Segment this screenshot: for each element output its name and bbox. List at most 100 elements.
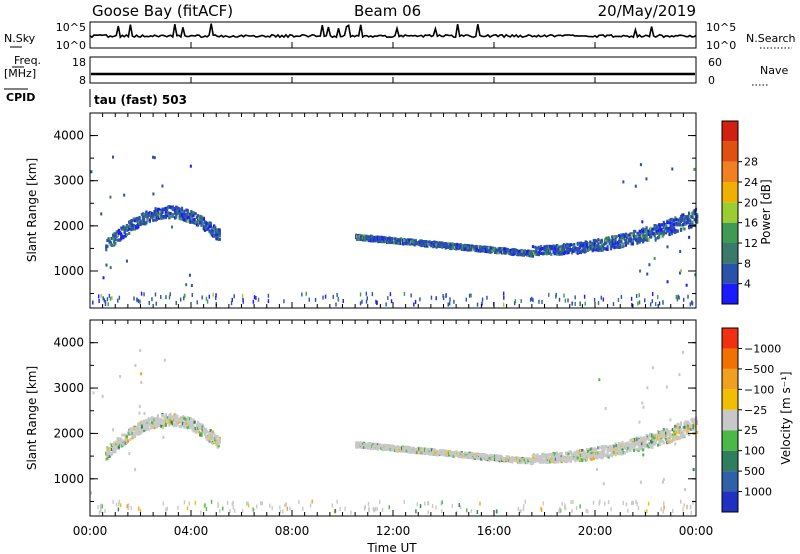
echo-cell (229, 509, 231, 514)
echo-cell (171, 225, 174, 229)
echo-cell (192, 429, 195, 433)
echo-cell (628, 448, 631, 452)
echo-cell (630, 296, 633, 301)
echo-cell (108, 454, 111, 458)
echo-cell (164, 212, 168, 216)
echo-cell (438, 448, 442, 452)
echo-cell (505, 456, 508, 460)
echo-cell (555, 247, 559, 251)
echo-cell (553, 460, 556, 464)
echo-cell (523, 504, 525, 509)
echo-cell (583, 294, 586, 299)
echo-cell (104, 300, 107, 305)
echo-cell (611, 445, 614, 449)
echo-cell (384, 237, 388, 241)
echo-cell (650, 235, 653, 239)
echo-cell (394, 448, 397, 452)
echo-cell (161, 210, 164, 214)
echo-cell (136, 297, 138, 302)
echo-cell (643, 238, 646, 242)
echo-cell (565, 451, 568, 455)
echo-cell (452, 243, 455, 247)
echo-cell (168, 205, 171, 209)
echo-cell (198, 222, 201, 226)
echo-cell (467, 455, 470, 459)
echo-cell (108, 237, 111, 241)
echo-cell (429, 447, 432, 451)
echo-cell (168, 420, 171, 424)
echo-cell (671, 167, 674, 171)
echo-cell (429, 244, 432, 248)
echo-cell (536, 453, 539, 457)
echo-cell (129, 225, 132, 229)
echo-cell (129, 427, 132, 431)
echo-cell (621, 444, 624, 448)
echo-cell (417, 242, 420, 246)
echo-cell (113, 441, 116, 445)
echo-cell (513, 457, 516, 461)
echo-cell (598, 446, 601, 450)
echo-cell (659, 442, 662, 446)
echo-cell (209, 429, 212, 433)
echo-cell (423, 449, 427, 453)
echo-cell (422, 240, 426, 244)
echo-cell (581, 249, 584, 253)
echo-cell (179, 416, 182, 420)
echo-cell (692, 209, 695, 213)
echo-cell (486, 295, 488, 300)
echo-cell (671, 224, 675, 228)
echo-cell (636, 241, 639, 245)
echo-cell (553, 457, 556, 461)
echo-cell (125, 436, 129, 440)
echo-cell (195, 220, 199, 224)
echo-cell (621, 243, 624, 247)
echo-cell (467, 246, 470, 250)
echo-cell (651, 433, 654, 437)
echo-cell (596, 239, 599, 243)
echo-cell (510, 249, 513, 253)
echo-cell (451, 454, 454, 458)
echo-cell (567, 454, 570, 458)
echo-cell (646, 437, 649, 441)
y-tick-label: 2000 (53, 219, 84, 233)
echo-cell (136, 425, 139, 429)
echo-cell (468, 247, 471, 251)
echo-cell (441, 449, 444, 453)
echo-cell (644, 227, 647, 231)
echo-cell (490, 247, 493, 251)
echo-cell (205, 429, 208, 433)
echo-cell (555, 244, 559, 248)
echo-cell (200, 215, 203, 219)
echo-cell (402, 238, 405, 242)
echo-cell (691, 301, 694, 306)
echo-cell (595, 239, 598, 243)
echo-cell (178, 211, 181, 215)
echo-cell (199, 221, 202, 225)
echo-cell (593, 242, 597, 246)
echo-cell (696, 420, 699, 424)
echo-cell (640, 445, 644, 449)
echo-cell (371, 236, 374, 240)
echo-cell (529, 254, 532, 258)
echo-cell (675, 425, 678, 429)
echo-cell (545, 453, 548, 457)
echo-cell (404, 242, 407, 246)
echo-cell (539, 251, 543, 255)
echo-cell (573, 454, 576, 458)
echo-cell (578, 449, 582, 453)
echo-cell (578, 245, 582, 249)
echo-cell (398, 445, 401, 449)
echo-cell (696, 218, 699, 222)
echo-cell (136, 216, 139, 220)
echo-cell (460, 247, 463, 251)
echo-cell (611, 242, 614, 246)
echo-cell (613, 242, 616, 246)
echo-cell (452, 451, 455, 455)
echo-cell (678, 222, 681, 226)
echo-cell (140, 291, 143, 296)
echo-cell (571, 301, 573, 306)
echo-cell (111, 296, 113, 301)
echo-cell (684, 222, 687, 226)
echo-cell (559, 458, 562, 462)
echo-cell (446, 242, 450, 246)
